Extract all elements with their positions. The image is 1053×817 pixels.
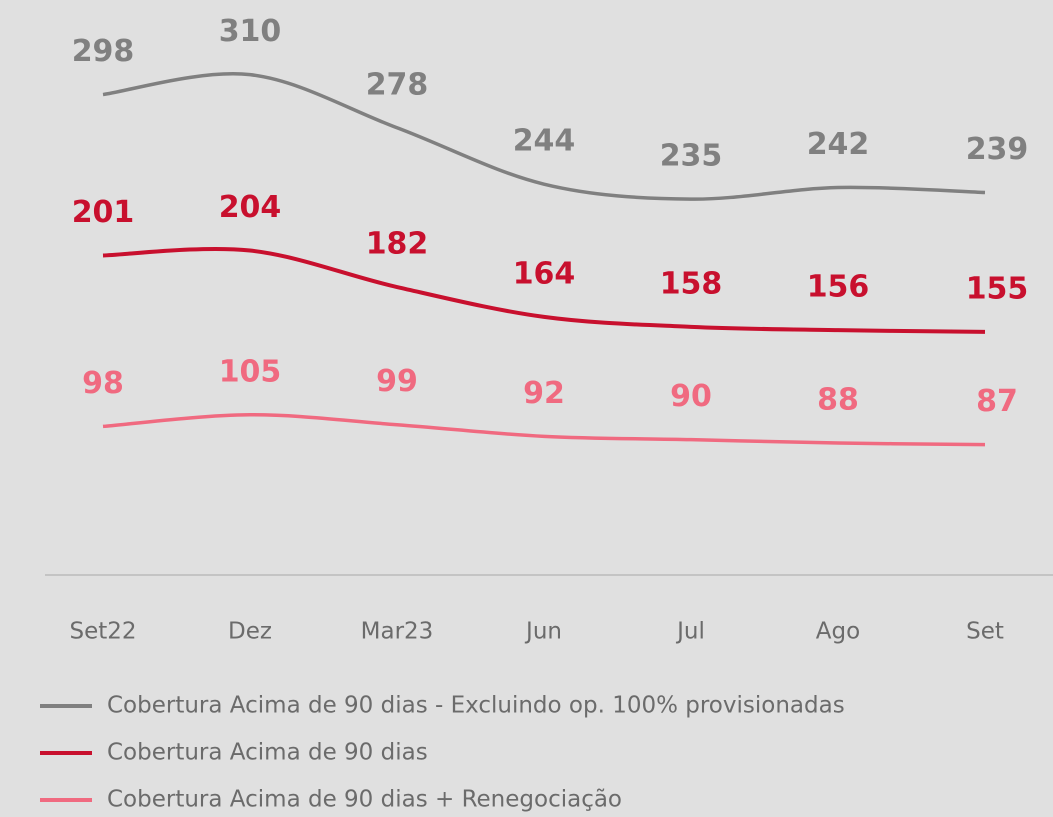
data-label: 156 — [807, 270, 870, 305]
data-label: 99 — [376, 364, 418, 399]
data-label: 242 — [807, 127, 870, 162]
x-tick-label: Ago — [816, 619, 860, 645]
series-line — [102, 413, 986, 447]
x-tick-label: Set — [966, 619, 1004, 645]
data-label: 164 — [513, 256, 576, 291]
legend-label: Cobertura Acima de 90 dias — [107, 740, 428, 766]
data-label: 88 — [817, 382, 859, 417]
data-label: 92 — [523, 376, 565, 411]
x-tick-label: Mar23 — [361, 619, 434, 645]
data-label: 201 — [72, 195, 135, 230]
data-label: 278 — [366, 67, 429, 102]
series-line — [102, 72, 986, 201]
data-label: 298 — [72, 34, 135, 69]
legend-label: Cobertura Acima de 90 dias + Renegociaçã… — [107, 787, 622, 813]
data-label: 87 — [976, 384, 1018, 419]
data-label: 90 — [670, 379, 712, 414]
x-tick-label: Jul — [675, 619, 705, 645]
data-label: 204 — [219, 190, 282, 225]
data-label: 182 — [366, 227, 429, 262]
x-tick-label: Jun — [524, 619, 562, 645]
data-label: 244 — [513, 124, 576, 159]
data-label: 105 — [219, 354, 282, 389]
data-label: 239 — [966, 132, 1029, 167]
series-line — [102, 246, 986, 334]
data-label: 98 — [82, 366, 124, 401]
legend-label: Cobertura Acima de 90 dias - Excluindo o… — [107, 693, 845, 719]
x-tick-label: Set22 — [69, 619, 136, 645]
data-label: 310 — [219, 14, 282, 49]
x-tick-label: Dez — [228, 619, 272, 645]
data-label: 155 — [966, 271, 1029, 306]
data-label: 235 — [660, 139, 723, 174]
data-label: 158 — [660, 266, 723, 301]
